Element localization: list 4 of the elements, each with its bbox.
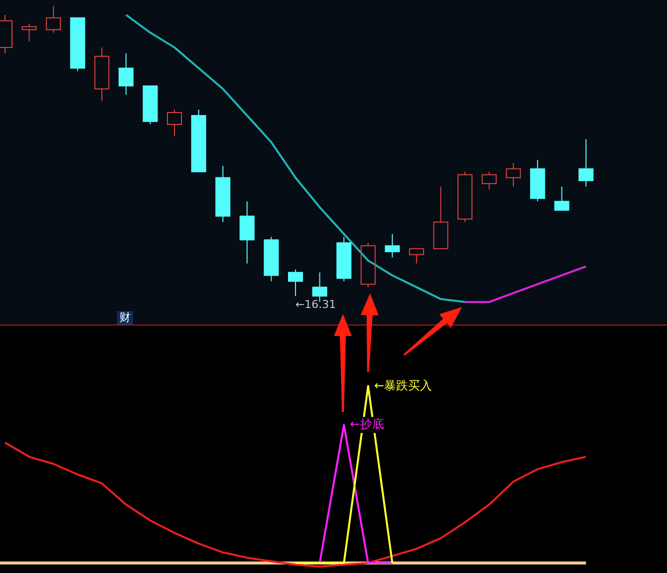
annotation: ←16.31 xyxy=(295,298,336,312)
text: 财 xyxy=(120,311,130,324)
annotation: ←抄底 xyxy=(350,417,384,432)
annotation: ←暴跌买入 xyxy=(374,378,432,392)
